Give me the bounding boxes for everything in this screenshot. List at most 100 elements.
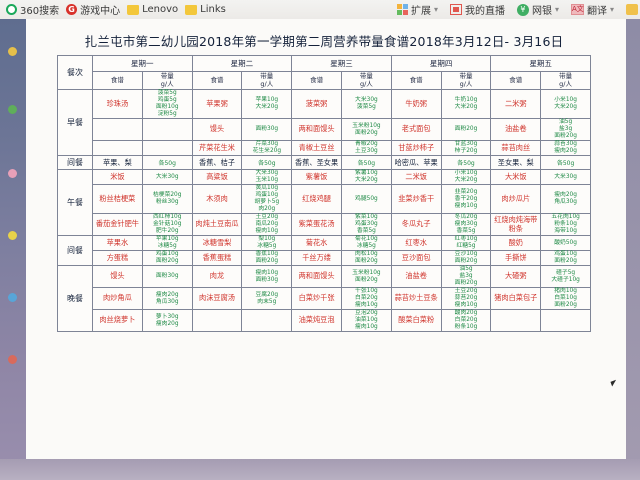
meal-label-4: 晚餐	[57, 265, 93, 332]
amount-cell: 猪肉10g 白菜10g 面粉20g	[540, 287, 591, 310]
amount-cell: 韭菜20g 香干20g 瘦肉10g	[440, 184, 492, 214]
amount-cell: 鸡蛋10g 面粉20g	[540, 250, 591, 266]
amount-cell: 紫菜10g 鸡蛋30g 香菜5g	[340, 213, 392, 236]
more-tools-icon	[626, 4, 638, 15]
amount-cell: 豆沙10g 面粉20g	[440, 250, 492, 266]
dish-cell: 珍珠汤	[92, 89, 143, 119]
dish-cell: 油盐卷	[490, 118, 542, 141]
meal-label-2: 午餐	[57, 169, 93, 236]
dish-cell: 高粱饭	[191, 169, 243, 185]
bookmark-lenovo[interactable]: Lenovo	[127, 4, 178, 15]
amount-cell: 瘦肉20g 角瓜30g	[540, 184, 591, 214]
edge-dot	[8, 231, 17, 240]
toolbar-label: 网银	[531, 6, 552, 17]
amount-cell: 瘦肉10g 面粉30g	[241, 265, 293, 288]
table-row: 晚餐 馒头 面粉30g 肉龙 瘦肉10g 面粉30g 两和面馒头 玉米粉10g 面粉20g 油盐卷…	[57, 265, 591, 332]
dish-cell: 酸菜白菜粉	[390, 309, 442, 332]
dish-cell: 大米饭	[490, 169, 542, 185]
toolbar-more-tools[interactable]	[626, 4, 638, 15]
amount-cell: 豆泡20g 油菜10g 瘦肉10g	[340, 309, 392, 332]
live-icon	[449, 4, 462, 15]
amount-cell: 玉米粉10g 面粉20g	[340, 118, 392, 141]
table-body: 早餐 珍珠汤 菠菜5g 鸡蛋5g 面粉10g 淀粉5g 苹果粥 苹果10g 大米20g 菠菜粥 大米…	[57, 89, 591, 332]
amount-cell	[540, 309, 591, 332]
amount-cell	[241, 309, 293, 332]
toolbar-label: 翻译	[586, 6, 607, 17]
dish-cell: 芹菜花生米	[191, 140, 243, 156]
dish-cell	[92, 118, 143, 141]
subheader-dish-thursday: 食谱	[390, 71, 442, 90]
translate-icon: A文	[570, 4, 584, 15]
toolbar-translate[interactable]: A文 翻译 ▾	[570, 2, 614, 17]
amount-cell: 各50g	[540, 155, 591, 170]
page-title: 扎兰屯市第二幼儿园2018年第一学期第二周营养带量食谱2018年3月12日- 3…	[84, 34, 564, 49]
table-header-row-sub: 食谱 带量 g/人 食谱 带量 g/人 食谱 带量 g/人 食谱 带量 g/人 食谱 带量 g/人	[58, 71, 591, 90]
amount-cell: 蒜苔30g 瘦肉20g	[540, 140, 591, 156]
dish-cell: 手撕饼	[490, 250, 542, 266]
amount-cell: 甘蓝30g 柿子20g	[440, 140, 492, 156]
dish-cell: 蒜苔肉丝	[490, 140, 542, 156]
dish-cell: 菊花水	[291, 235, 342, 251]
table-row: 肉丝烧萝卜 萝卜30g 瘦肉20g 油菜炖豆泡 豆泡20g 油菜10g 瘦肉10g 酸菜白菜粉…	[58, 309, 591, 332]
folder-icon	[185, 4, 198, 15]
amount-cell: 各50g	[141, 155, 193, 170]
amount-cell: 芹菜30g 花生米20g	[241, 140, 293, 156]
dish-cell: 苹果水	[92, 235, 143, 251]
chevron-down-icon: ▾	[554, 5, 559, 14]
bookmark-links[interactable]: Links	[185, 4, 226, 15]
dish-cell: 香蕉、圣女果	[291, 155, 342, 170]
edge-dot	[8, 105, 17, 114]
bookmark-game-center[interactable]: G 游戏中心	[66, 2, 120, 17]
chevron-down-icon: ▾	[433, 5, 438, 14]
dish-cell: 米饭	[92, 169, 143, 185]
amount-cell: 黄瓜10g 鸡蛋10g 胡萝卜5g 肉20g	[241, 184, 293, 214]
edge-dot	[8, 169, 17, 178]
amount-cell: 小米10g 大米20g	[540, 89, 591, 119]
toolbar-label: 我的直播	[464, 6, 505, 17]
dish-cell: 二米饭	[390, 169, 442, 185]
subheader-dish-wednesday: 食谱	[291, 71, 342, 90]
amount-cell: 土豆20g 南瓜20g 瘦肉10g	[241, 213, 293, 236]
dish-cell: 圣女果、梨	[490, 155, 542, 170]
subheader-amount-thursday: 带量 g/人	[440, 71, 492, 90]
dish-cell: 苹果、梨	[92, 155, 143, 170]
dish-cell: 肉龙	[191, 265, 243, 288]
amount-cell	[141, 118, 193, 141]
browser-toolbar-right: 扩展 ▾ 我的直播 ¥ 网银 ▾ A文 翻译 ▾	[391, 0, 638, 19]
amount-cell: 大米30g 菠菜5g	[340, 89, 392, 119]
edge-dot	[8, 47, 17, 56]
dish-cell: 青椒土豆丝	[291, 140, 342, 156]
amount-cell: 肉松10g 面粉20g	[340, 250, 392, 266]
dish-cell: 冬瓜丸子	[390, 213, 442, 236]
dish-cell: 酸奶	[490, 235, 542, 251]
bookmark-label: Lenovo	[142, 4, 179, 15]
column-header-monday: 星期一	[92, 55, 193, 72]
subheader-amount-monday: 带量 g/人	[141, 71, 193, 90]
dish-cell: 红枣水	[390, 235, 442, 251]
dish-cell: 馒头	[191, 118, 243, 141]
table-row: 间餐 苹果水 苹果10g 冰糖5g 冰糖雪梨 梨10g 冰糖5g 菊花水 菊花10g 冰糖5g 红枣…	[57, 235, 591, 266]
dish-cell	[92, 140, 143, 156]
dish-cell: 木须肉	[191, 184, 243, 214]
meal-label-1: 间餐	[57, 155, 93, 170]
subheader-dish-friday: 食谱	[490, 71, 542, 90]
amount-cell: 面粉30g	[141, 265, 193, 288]
toolbar-online-bank[interactable]: ¥ 网银 ▾	[516, 2, 559, 17]
toolbar-my-live[interactable]: 我的直播	[449, 2, 505, 17]
amount-cell: 土豆20g 蒜苔20g 瘦肉10g	[440, 287, 492, 310]
table-header-row-days: 餐次 星期一 星期二 星期三 星期四 星期五	[57, 55, 591, 90]
table-row: 肉炒角瓜 瘦肉20g 角瓜30g 肉沫豆腐汤 豆腐20g 肉末5g 白菜炒千张 千张10g 白菜…	[58, 287, 591, 310]
dish-cell: 番茄金针肥牛	[92, 213, 143, 236]
dish-cell: 紫菜蛋花汤	[291, 213, 342, 236]
dish-cell: 蒜苔炒土豆条	[390, 287, 442, 310]
column-header-meal: 餐次	[57, 55, 93, 90]
amount-cell: 酸奶50g	[540, 235, 591, 251]
dish-cell: 大碴粥	[490, 265, 542, 288]
amount-cell: 紫薯10g 大米20g	[340, 169, 392, 185]
amount-cell: 各50g	[440, 155, 492, 170]
online-bank-icon: ¥	[516, 3, 529, 16]
subheader-amount-friday: 带量 g/人	[540, 71, 591, 90]
toolbar-extensions[interactable]: 扩展 ▾	[396, 2, 438, 17]
bookmark-360-search[interactable]: 360搜索	[6, 2, 59, 17]
amount-cell: 面粉30g	[241, 118, 293, 141]
